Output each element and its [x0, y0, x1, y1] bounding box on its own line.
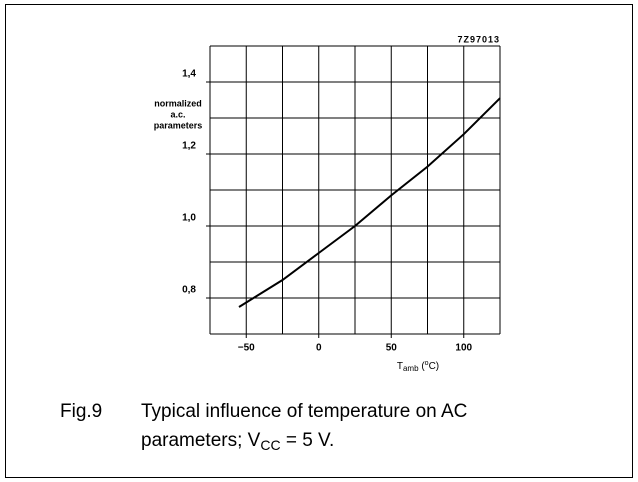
y-axis-label: a.c.	[170, 109, 185, 119]
x-axis-label: Tamb (oC)	[397, 360, 439, 373]
x-tick-label: −50	[238, 343, 255, 354]
caption-line: Typical influence of temperature on AC	[141, 401, 467, 422]
x-tick-label: 50	[386, 343, 398, 354]
caption-line: parameters; VCC = 5 V.	[141, 430, 334, 453]
x-label-sub: amb	[403, 364, 419, 373]
x-tick-label: 0	[316, 343, 322, 354]
caption-fig: Fig.9	[60, 401, 102, 422]
x-label-open: (	[419, 361, 426, 372]
y-tick-label: 0,8	[182, 285, 196, 296]
x-label-sup: o	[425, 360, 429, 367]
y-axis-label: normalized	[154, 98, 202, 108]
x-label-close: C)	[429, 361, 440, 372]
frame	[5, 4, 633, 478]
y-tick-label: 1,4	[182, 69, 196, 80]
curve	[238, 97, 501, 308]
caption-sub: CC	[260, 437, 280, 453]
y-axis-label: parameters	[154, 120, 203, 130]
y-tick-label: 1,2	[182, 141, 196, 152]
y-tick-label: 1,0	[182, 213, 196, 224]
figure-code: 7Z97013	[457, 34, 500, 44]
caption-text: parameters; V	[141, 430, 261, 451]
caption-text: = 5 V.	[281, 430, 335, 451]
x-tick-label: 100	[455, 343, 472, 354]
x-label-main: T	[397, 361, 403, 372]
